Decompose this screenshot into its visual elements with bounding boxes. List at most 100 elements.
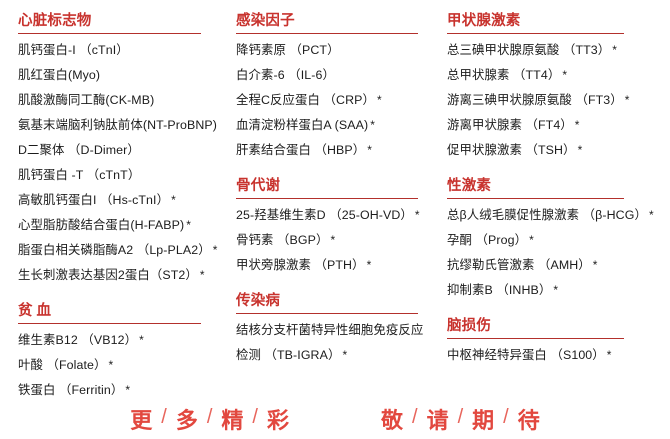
banner-char: 敬 — [381, 407, 404, 433]
list-item: 游离甲状腺素 （FT4） * — [447, 113, 670, 138]
asterisk-icon: * — [139, 333, 144, 347]
asterisk-icon: * — [606, 348, 612, 362]
banner-char: 期 — [472, 407, 495, 433]
list-item-label: 叶酸 （Folate） — [18, 358, 107, 372]
asterisk-icon: * — [648, 208, 654, 222]
asterisk-icon: * — [624, 93, 630, 107]
list-item-label: D二聚体 （D-Dimer） — [18, 143, 140, 157]
asterisk-icon: * — [553, 283, 559, 297]
list-item-label: 总三碘甲状腺原氨酸 （TT3） — [447, 43, 611, 57]
asterisk-icon: * — [367, 143, 373, 157]
list-item: 降钙素原 （PCT） — [236, 38, 438, 63]
group-title-sex-hormones: 性激素 — [447, 177, 670, 199]
list-item: 促甲状腺激素 （TSH） * — [447, 138, 670, 163]
list-item-label: 全程C反应蛋白 （CRP） — [236, 93, 375, 107]
group-anemia: 贫血 维生素B12 （VB12） * 叶酸 （Folate） * 铁蛋白 （Ferriti… — [18, 302, 228, 403]
list-item: 抑制素B （INHB） * — [447, 278, 670, 303]
asterisk-icon: * — [612, 43, 618, 57]
list-item-label: 血清淀粉样蛋白A (SAA) — [236, 118, 369, 132]
list-item: 铁蛋白 （Ferritin） * — [18, 378, 228, 403]
asterisk-icon: * — [125, 383, 131, 397]
group-infection-factors: 感染因子 降钙素原 （PCT） 白介素-6 （IL-6） 全程C反应蛋白 （CRP） *… — [236, 12, 438, 163]
list-item: 全程C反应蛋白 （CRP） * — [236, 88, 438, 113]
banner-char: 精 — [221, 407, 244, 433]
list-item: 甲状旁腺激素 （PTH） * — [236, 253, 438, 278]
column-1: 心脏标志物肌钙蛋白-I （cTnI） 肌红蛋白(Myo) 肌酸激酶同工酶(CK-MB… — [0, 12, 228, 403]
list-item: 白介素-6 （IL-6） — [236, 63, 438, 88]
list-item-label: 孕酮 （Prog） — [447, 233, 528, 247]
asterisk-icon: * — [529, 233, 534, 247]
asterisk-icon: * — [342, 348, 348, 362]
group-underline — [236, 312, 418, 314]
list-item: 检测 （TB-IGRA） * — [236, 343, 438, 368]
list-item: 游离三碘甲状腺原氨酸 （FT3） * — [447, 88, 670, 113]
list-item-label: 促甲状腺激素 （TSH） — [447, 143, 576, 157]
list-item-label: 中枢神经特异蛋白 （S100） — [447, 348, 605, 362]
list-item-label: 肌钙蛋白-I （cTnI） — [18, 43, 129, 57]
group-underline — [18, 322, 201, 324]
asterisk-icon: * — [414, 208, 420, 222]
list-item-label: 总甲状腺素 （TT4） — [447, 68, 561, 82]
asterisk-icon: * — [330, 233, 336, 247]
group-title-cardiac-markers: 心脏标志物 — [18, 12, 228, 34]
list-item: 肌钙蛋白-I （cTnI） — [18, 38, 228, 63]
banner-separator: / — [503, 406, 509, 428]
group-underline — [18, 32, 201, 34]
list-item-label: 脂蛋白相关磷脂酶A2 （Lp-PLA2） — [18, 243, 211, 257]
list-item-label: 骨钙素 （BGP） — [236, 233, 329, 247]
list-item-label: 肌酸激酶同工酶(CK-MB) — [18, 93, 155, 107]
asterisk-icon: * — [212, 243, 218, 257]
banner-char: 待 — [517, 407, 540, 433]
list-item: 血清淀粉样蛋白A (SAA) * — [236, 113, 438, 138]
list-item-label: 铁蛋白 （Ferritin） — [18, 383, 124, 397]
list-item: 抗缪勒氏管激素 （AMH） * — [447, 253, 670, 278]
group-thyroid-hormones: 甲状腺激素 总三碘甲状腺原氨酸 （TT3） * 总甲状腺素 （TT4） * 游离三碘甲状腺… — [447, 12, 670, 163]
list-item-label: 降钙素原 （PCT） — [236, 43, 340, 57]
group-underline — [236, 32, 418, 34]
list-item: 叶酸 （Folate） * — [18, 353, 228, 378]
list-item-label: 甲状旁腺激素 （PTH） — [236, 258, 365, 272]
list-item: 肝素结合蛋白 （HBP） * — [236, 138, 438, 163]
column-3: 甲状腺激素 总三碘甲状腺原氨酸 （TT3） * 总甲状腺素 （TT4） * 游离三碘甲状腺… — [438, 12, 670, 368]
list-item: 中枢神经特异蛋白 （S100） * — [447, 343, 670, 368]
banner-separator: / — [457, 406, 464, 428]
list-item-label: 游离甲状腺素 （FT4） — [447, 118, 573, 132]
list-item: 肌酸激酶同工酶(CK-MB) — [18, 88, 228, 113]
list-item-label: 高敏肌钙蛋白I （Hs-cTnI） — [18, 193, 170, 207]
group-underline — [447, 32, 624, 34]
list-item-label: 检测 （TB-IGRA） — [236, 348, 341, 362]
list-item-label: 维生素B12 （VB12） — [18, 333, 138, 347]
list-item-label: 抑制素B （INHB） — [447, 283, 552, 297]
asterisk-icon: * — [574, 118, 580, 132]
list-item: 总甲状腺素 （TT4） * — [447, 63, 670, 88]
banner-char: 彩 — [266, 407, 289, 433]
list-item: 肌红蛋白(Myo) — [18, 63, 228, 88]
list-item-label: 心型脂肪酸结合蛋白(H-FABP) — [18, 218, 185, 232]
banner-separator: / — [161, 406, 167, 428]
banner-char: 多 — [175, 407, 198, 433]
list-item: 25-羟基维生素D （25-OH-VD） * — [236, 203, 438, 228]
group-underline — [447, 337, 624, 339]
list-item: 总三碘甲状腺原氨酸 （TT3） * — [447, 38, 670, 63]
group-title-brain-injury: 脑损伤 — [447, 317, 670, 339]
group-brain-injury: 脑损伤中枢神经特异蛋白 （S100） * — [447, 317, 670, 368]
list-item: 孕酮 （Prog） * — [447, 228, 670, 253]
banner-char: 请 — [426, 407, 449, 433]
list-item: 结核分支杆菌特异性细胞免疫反应 — [236, 318, 438, 343]
banner-separator: / — [252, 406, 258, 428]
asterisk-icon: * — [376, 93, 382, 107]
banner-separator: / — [206, 406, 213, 428]
list-item: 肌钙蛋白 -T （cTnT） — [18, 163, 228, 188]
group-cardiac-markers: 心脏标志物肌钙蛋白-I （cTnI） 肌红蛋白(Myo) 肌酸激酶同工酶(CK-MB… — [18, 12, 228, 288]
list-item-label: 生长刺激表达基因2蛋白（ST2） — [18, 268, 198, 282]
group-title-infectious-disease: 传染病 — [236, 292, 438, 314]
group-underline — [236, 197, 418, 199]
group-infectious-disease: 传染病 结核分支杆菌特异性细胞免疫反应 检测 （TB-IGRA） * — [236, 292, 438, 368]
list-item: 总β人绒毛膜促性腺激素 （β-HCG） * — [447, 203, 670, 228]
list-item-label: 肌钙蛋白 -T （cTnT） — [18, 168, 141, 182]
banner-char: 更 — [130, 407, 153, 433]
column-2: 感染因子 降钙素原 （PCT） 白介素-6 （IL-6） 全程C反应蛋白 （CRP） *… — [228, 12, 438, 368]
asterisk-icon: * — [186, 218, 192, 232]
list-item-label: 25-羟基维生素D （25-OH-VD） — [236, 208, 413, 222]
